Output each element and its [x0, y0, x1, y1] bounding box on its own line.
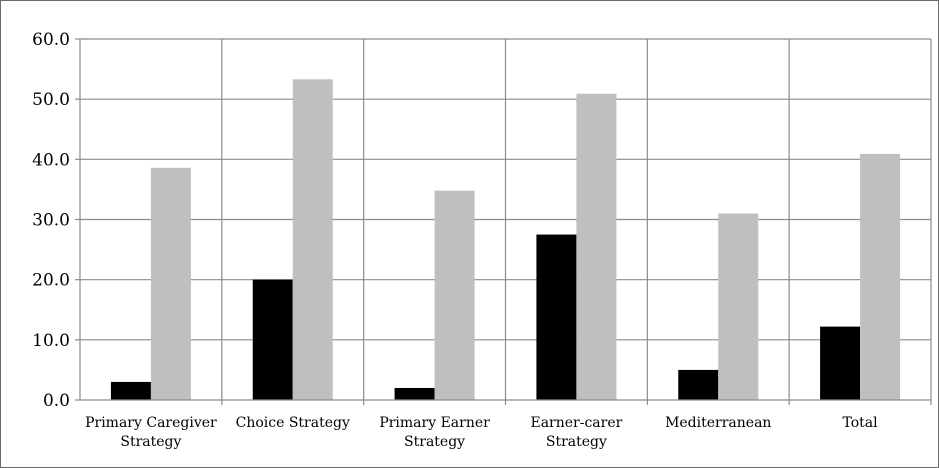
x-category-label: Strategy: [546, 434, 607, 450]
y-tick-label: 0.0: [43, 391, 70, 411]
x-category-label: Earner-carer: [530, 415, 622, 431]
x-category-label: Mediterranean: [665, 415, 771, 431]
bar-series-1: [536, 234, 577, 400]
bar-series-1: [394, 387, 435, 400]
x-category-label: Total: [843, 415, 879, 431]
y-tick-label: 60.0: [32, 30, 70, 50]
bar-series-2: [860, 153, 901, 400]
x-axis-categories: Primary Caregiver Strategy Choice Strategy…: [85, 415, 878, 450]
y-tick-label: 10.0: [32, 331, 70, 351]
y-tick-label: 20.0: [32, 271, 70, 291]
bar-series-2: [576, 93, 617, 401]
y-tick-label: 50.0: [32, 90, 70, 110]
bar-series-2: [434, 190, 475, 400]
gridlines: [80, 38, 932, 400]
y-axis-ticks: 0.0 10.0 20.0 30.0 40.0 50.0 60.0: [32, 30, 70, 411]
bars: [110, 79, 901, 401]
x-category-label: Strategy: [120, 434, 181, 450]
bar-series-2: [718, 213, 759, 400]
bar-series-1: [252, 279, 293, 400]
x-category-label: Primary Earner: [379, 415, 490, 431]
bar-series-2: [292, 79, 333, 400]
bar-series-1: [820, 326, 861, 400]
x-category-label: Primary Caregiver: [85, 415, 217, 431]
bar-series-1: [678, 369, 719, 400]
y-tick-label: 40.0: [32, 150, 70, 170]
x-category-label: Choice Strategy: [236, 415, 350, 431]
bar-series-2: [150, 167, 191, 400]
y-tick-label: 30.0: [32, 211, 70, 231]
bar-series-1: [110, 381, 151, 400]
axes: [75, 38, 932, 405]
x-category-label: Strategy: [404, 434, 465, 450]
